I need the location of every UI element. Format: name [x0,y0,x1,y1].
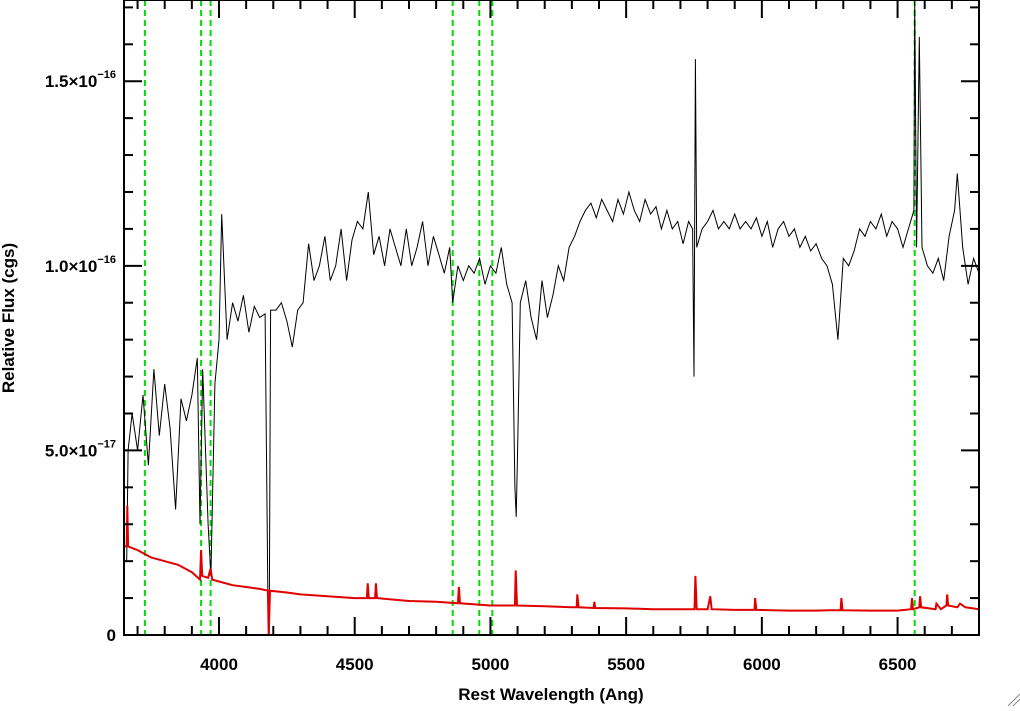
y-axis-label: Relative Flux (cgs) [0,243,18,393]
y-tick-label: 1.5×10−16 [45,69,116,91]
x-tick-label: 6000 [743,655,781,674]
resize-grip-icon[interactable] [1007,693,1020,707]
x-tick-label: 5000 [472,655,510,674]
series-layer [124,0,980,636]
x-axis-label: Rest Wavelength (Ang) [458,685,643,704]
x-tick-label: 4000 [200,655,238,674]
spectrum-series-line [124,0,980,636]
y-tick-label: 1.0×10−16 [45,254,116,276]
plot-frame [123,0,980,636]
error-series-line [124,505,980,636]
x-tick-label: 5500 [607,655,645,674]
y-tick-label: 0 [107,626,116,645]
x-tick-label: 6500 [879,655,917,674]
x-tick-label: 4500 [336,655,374,674]
y-tick-label: 5.0×10−17 [45,438,116,460]
axes-layer: 4000 4500 5000 5500 6000 6500 0 5.0×10−17 1.0×10… [45,0,980,674]
